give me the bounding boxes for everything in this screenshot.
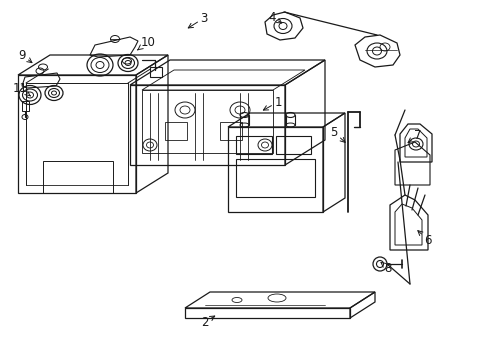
Text: 6: 6 [418,231,432,247]
Text: 4: 4 [268,10,282,23]
Text: 11: 11 [13,81,30,96]
Text: 1: 1 [264,95,282,110]
Text: 5: 5 [330,126,345,142]
Text: 7: 7 [408,129,422,143]
Text: 10: 10 [138,36,155,50]
Text: 2: 2 [201,315,215,328]
Text: 3: 3 [188,12,208,28]
Text: 8: 8 [381,261,392,275]
Text: 9: 9 [18,49,32,63]
